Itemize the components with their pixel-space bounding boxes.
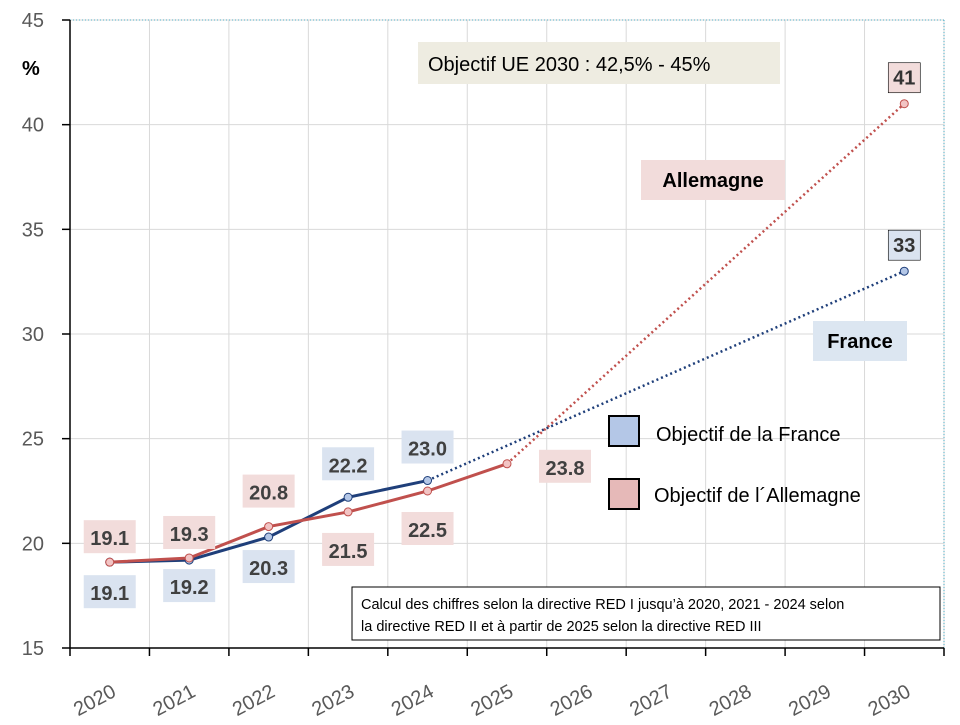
legend-swatch-france — [608, 415, 640, 447]
y-axis-label: % — [22, 58, 40, 80]
grid — [70, 19, 945, 648]
target-point-allemagne — [899, 99, 909, 109]
target-point-france — [899, 266, 909, 276]
legend-label-france: Objectif de la France — [656, 424, 841, 446]
legend-swatch-germany — [608, 478, 640, 510]
target-label-allemagne: 41 — [893, 68, 915, 90]
y-tick-label: 15 — [22, 638, 44, 660]
data-label-bg-allemagne — [163, 515, 216, 549]
data-label-france: 19.2 — [170, 577, 209, 599]
y-tick-label: 20 — [22, 533, 44, 555]
data-label-allemagne: 19.1 — [90, 528, 129, 550]
data-point-france — [343, 492, 353, 502]
x-tick-label: 2027 — [626, 681, 676, 720]
data-point-allemagne — [264, 522, 274, 532]
x-tick-label: 2020 — [70, 681, 120, 720]
x-tick-label: 2025 — [467, 681, 517, 720]
data-label-bg-allemagne — [539, 449, 591, 483]
note-line-2: la directive RED II et à partir de 2025 … — [361, 619, 762, 635]
data-label-bg-france — [401, 430, 454, 464]
data-label-allemagne: 19.3 — [170, 524, 209, 546]
germany-label-text: Allemagne — [662, 170, 763, 192]
france-label-text: France — [827, 331, 893, 353]
data-label-allemagne: 21.5 — [329, 541, 368, 563]
data-label-france: 22.2 — [329, 455, 368, 477]
data-label-bg-allemagne — [401, 512, 454, 545]
series — [105, 99, 909, 567]
x-tick-label: 2024 — [388, 681, 438, 720]
target-label-bg-allemagne — [887, 62, 921, 94]
data-label-bg-allemagne — [322, 532, 375, 566]
y-tick-label: 40 — [22, 115, 44, 137]
data-label-france: 20.3 — [249, 558, 288, 580]
x-tick-label: 2029 — [785, 681, 835, 720]
x-tick-label: 2030 — [865, 681, 915, 720]
data-label-france: 23.0 — [408, 439, 447, 461]
data-label-bg-allemagne — [242, 474, 295, 508]
eu-target-text: Objectif UE 2030 : 42,5% - 45% — [428, 54, 711, 76]
data-labels: 33 19.1 19.2 20.3 22.2 23.0 41 19.1 19.3 20.8 21.5… — [83, 62, 921, 609]
note-line-1: Calcul des chiffres selon la directive R… — [361, 597, 844, 613]
y-tick-label: 25 — [22, 429, 44, 451]
x-tick-label: 2023 — [308, 681, 358, 720]
data-point-allemagne — [184, 553, 194, 563]
data-point-allemagne — [105, 557, 115, 567]
legend-label-germany: Objectif de l´Allemagne — [654, 485, 861, 507]
data-point-allemagne — [502, 459, 512, 469]
actual-line-allemagne — [109, 462, 508, 564]
data-label-allemagne: 22.5 — [408, 520, 447, 542]
data-point-france — [264, 532, 274, 542]
legend: Objectif de la France Objectif de l´Alle… — [608, 415, 861, 510]
data-label-allemagne: 20.8 — [249, 483, 288, 505]
data-point-allemagne — [423, 486, 433, 496]
france-series-label: France — [813, 321, 907, 361]
y-tick-label: 35 — [22, 219, 44, 241]
data-label-bg-france — [163, 569, 216, 603]
x-tick-label: 2022 — [229, 681, 279, 720]
data-label-bg-france — [83, 575, 136, 609]
target-line-france — [427, 270, 905, 482]
y-tick-label: 30 — [22, 324, 44, 346]
eu-target-box: Objectif UE 2030 : 42,5% - 45% — [418, 42, 780, 84]
y-tick-label: 45 — [22, 10, 44, 32]
x-tick-label: 2026 — [547, 681, 597, 720]
data-label-france: 19.1 — [90, 583, 129, 605]
data-label-bg-france — [242, 550, 295, 584]
germany-series-label: Allemagne — [641, 160, 785, 200]
target-label-france: 33 — [893, 235, 915, 257]
x-tick-label: 2021 — [150, 681, 200, 720]
data-point-allemagne — [343, 507, 353, 517]
data-label-bg-france — [322, 447, 375, 481]
target-line-allemagne — [506, 102, 906, 465]
data-label-allemagne: 23.8 — [546, 458, 585, 480]
note-box: Calcul des chiffres selon la directive R… — [351, 586, 941, 641]
data-point-france — [423, 476, 433, 486]
data-label-bg-allemagne — [83, 520, 136, 554]
target-label-bg-france — [887, 229, 921, 261]
x-tick-label: 2028 — [706, 681, 756, 720]
